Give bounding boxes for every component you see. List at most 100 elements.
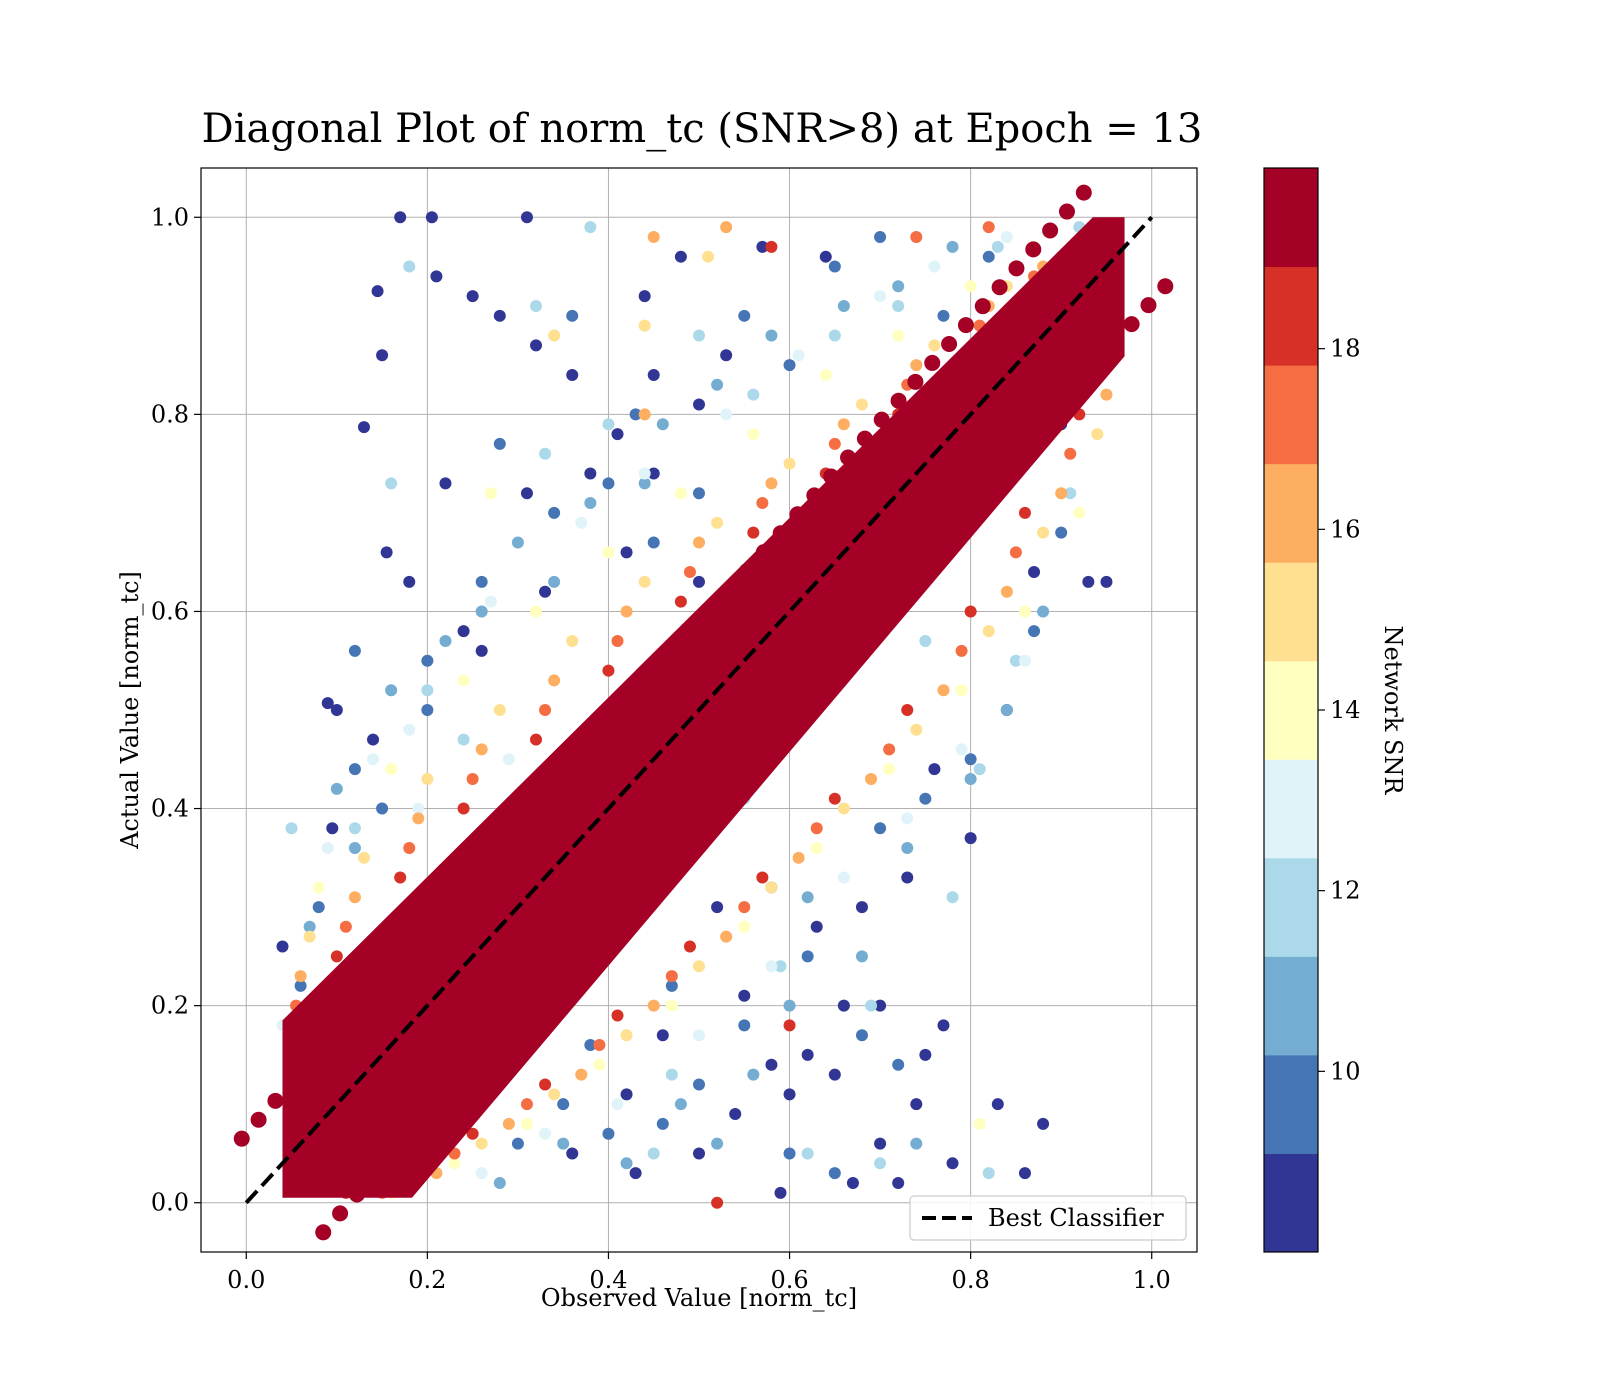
scatter-band-edge-101 bbox=[1157, 278, 1174, 295]
scatter-point-7-25 bbox=[638, 408, 651, 421]
scatter-point-0-67 bbox=[520, 487, 533, 500]
scatter-point-4-18 bbox=[539, 1127, 552, 1140]
scatter-band-edge-25 bbox=[517, 997, 534, 1014]
scatter-point-5-12 bbox=[1018, 605, 1031, 618]
scatter-point-0-55 bbox=[729, 1108, 742, 1121]
scatter-point-0-47 bbox=[819, 250, 832, 263]
scatter-point-1-7 bbox=[783, 359, 796, 372]
scatter-point-6-21 bbox=[475, 1137, 488, 1150]
scatter-point-9-6 bbox=[674, 595, 687, 608]
scatter-point-7-14 bbox=[1000, 585, 1013, 598]
scatter-point-0-37 bbox=[892, 1177, 905, 1190]
scatter-point-6-13 bbox=[1037, 526, 1050, 539]
scatter-point-0-36 bbox=[837, 999, 850, 1012]
scatter-point-9-19 bbox=[756, 871, 769, 884]
scatter-point-5-4 bbox=[602, 546, 615, 559]
colorbar-segment-10 bbox=[1264, 168, 1318, 268]
scatter-point-0-62 bbox=[828, 1068, 841, 1081]
scatter-band-edge-26 bbox=[452, 884, 469, 901]
scatter-point-1-36 bbox=[511, 1137, 524, 1150]
scatter-point-0-4 bbox=[357, 421, 370, 434]
scatter-point-4-13 bbox=[901, 812, 914, 825]
scatter-point-7-20 bbox=[575, 1068, 588, 1081]
scatter-point-6-0 bbox=[303, 930, 316, 943]
scatter-point-2-19 bbox=[620, 1157, 633, 1170]
scatter-point-0-60 bbox=[774, 1186, 787, 1199]
scatter-point-9-23 bbox=[466, 1127, 479, 1140]
scatter-point-2-16 bbox=[1037, 605, 1050, 618]
scatter-point-9-28 bbox=[711, 1196, 724, 1209]
scatter-band-edge-14 bbox=[351, 998, 368, 1015]
scatter-band-edge-27 bbox=[534, 978, 551, 995]
scatter-point-8-18 bbox=[738, 901, 751, 914]
scatter-band-edge-28 bbox=[469, 865, 486, 882]
scatter-point-6-6 bbox=[711, 516, 724, 529]
scatter-point-9-20 bbox=[683, 940, 696, 953]
scatter-point-9-3 bbox=[457, 802, 470, 815]
scatter-point-1-31 bbox=[294, 979, 307, 992]
scatter-point-1-3 bbox=[548, 506, 561, 519]
scatter-band-edge-80 bbox=[907, 373, 924, 390]
scatter-point-7-2 bbox=[412, 812, 425, 825]
scatter-point-6-25 bbox=[702, 250, 715, 263]
scatter-point-9-5 bbox=[602, 664, 615, 677]
scatter-point-0-28 bbox=[493, 309, 506, 322]
scatter-band-edge-61 bbox=[820, 656, 837, 673]
scatter-point-1-26 bbox=[919, 792, 932, 805]
scatter-point-6-14 bbox=[982, 625, 995, 638]
scatter-point-0-13 bbox=[276, 940, 289, 953]
scatter-band-edge-41 bbox=[652, 845, 669, 862]
scatter-point-2-22 bbox=[783, 999, 796, 1012]
scatter-point-1-16 bbox=[693, 1078, 705, 1091]
scatter-point-3-17 bbox=[1009, 654, 1022, 667]
scatter-point-3-12 bbox=[828, 329, 841, 342]
scatter-point-3-0 bbox=[403, 260, 416, 273]
scatter-point-2-6 bbox=[711, 378, 724, 391]
scatter-band-edge-16 bbox=[368, 979, 385, 996]
scatter-band-edge-82 bbox=[924, 354, 941, 371]
y-tick-label-1: 0.2 bbox=[151, 992, 189, 1020]
scatter-band-edge-5 bbox=[348, 1186, 365, 1203]
scatter-point-3-18 bbox=[1064, 487, 1077, 500]
scatter-point-1-25 bbox=[964, 753, 977, 766]
scatter-point-4-11 bbox=[1018, 654, 1031, 667]
y-tick-label-5: 1.0 bbox=[151, 203, 189, 231]
scatter-point-0-46 bbox=[756, 240, 769, 253]
scatter-point-0-61 bbox=[1018, 1167, 1031, 1180]
scatter-point-7-16 bbox=[865, 772, 878, 785]
scatter-point-9-2 bbox=[394, 871, 407, 884]
scatter-band-edge-77 bbox=[955, 505, 972, 522]
scatter-band-edge-40 bbox=[570, 752, 587, 769]
scatter-point-4-6 bbox=[720, 408, 733, 421]
scatter-band-edge-67 bbox=[871, 599, 888, 616]
scatter-point-5-3 bbox=[530, 605, 543, 618]
scatter-point-0-5 bbox=[376, 349, 389, 362]
colorbar-segment-2 bbox=[1264, 956, 1318, 1056]
scatter-band-edge-62 bbox=[755, 544, 772, 561]
scatter-point-0-53 bbox=[620, 1088, 633, 1101]
scatter-point-2-13 bbox=[901, 841, 914, 854]
scatter-point-6-8 bbox=[855, 398, 868, 411]
scatter-point-8-7 bbox=[756, 497, 769, 510]
scatter-point-1-38 bbox=[665, 979, 678, 992]
scatter-point-5-5 bbox=[674, 487, 687, 500]
scatter-point-2-10 bbox=[946, 240, 959, 253]
scatter-point-0-41 bbox=[457, 625, 470, 638]
scatter-point-1-2 bbox=[475, 575, 488, 588]
scatter-point-3-20 bbox=[647, 1147, 660, 1160]
scatter-point-0-10 bbox=[380, 546, 393, 559]
scatter-band-edge-91 bbox=[1073, 372, 1090, 389]
scatter-point-7-21 bbox=[502, 1117, 515, 1130]
scatter-point-8-8 bbox=[828, 437, 841, 450]
scatter-band-edge-100 bbox=[1075, 184, 1092, 201]
scatter-point-8-25 bbox=[982, 221, 995, 234]
y-tick-label-2: 0.4 bbox=[151, 795, 189, 823]
scatter-point-3-3 bbox=[385, 477, 398, 490]
scatter-point-8-20 bbox=[593, 1039, 606, 1052]
scatter-band-edge-79 bbox=[972, 486, 989, 503]
colorbar-tick-label-3: 16 bbox=[1330, 515, 1361, 543]
scatter-point-0-44 bbox=[611, 428, 624, 441]
scatter-point-7-1 bbox=[348, 891, 361, 904]
scatter-point-0-70 bbox=[693, 398, 705, 411]
scatter-band-edge-4 bbox=[267, 1092, 284, 1109]
